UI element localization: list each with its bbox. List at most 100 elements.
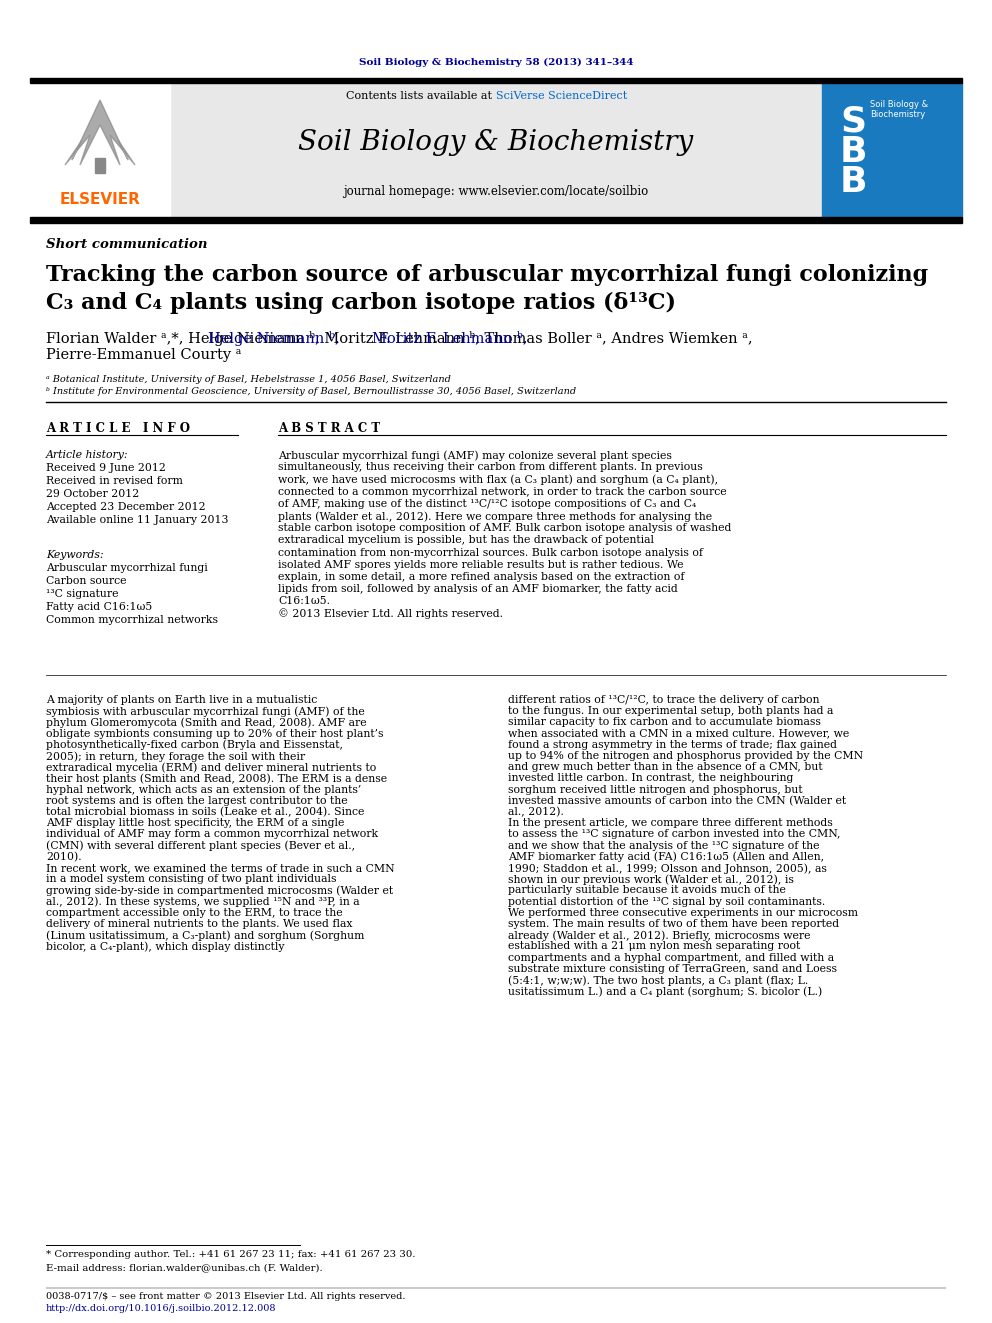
- Text: S: S: [840, 105, 866, 139]
- Text: up to 94% of the nitrogen and phosphorus provided by the CMN: up to 94% of the nitrogen and phosphorus…: [508, 751, 863, 761]
- Text: their host plants (Smith and Read, 2008). The ERM is a dense: their host plants (Smith and Read, 2008)…: [46, 774, 387, 785]
- Bar: [170, 83, 822, 217]
- Text: AMF biomarker fatty acid (FA) C16:1ω5 (Allen and Allen,: AMF biomarker fatty acid (FA) C16:1ω5 (A…: [508, 852, 824, 863]
- Text: stable carbon isotope composition of AMF. Bulk carbon isotope analysis of washed: stable carbon isotope composition of AMF…: [278, 523, 731, 533]
- Text: SciVerse ScienceDirect: SciVerse ScienceDirect: [496, 91, 627, 101]
- Text: Article history:: Article history:: [46, 450, 129, 460]
- Text: particularly suitable because it avoids much of the: particularly suitable because it avoids …: [508, 885, 786, 896]
- Text: to assess the ¹³C signature of carbon invested into the CMN,: to assess the ¹³C signature of carbon in…: [508, 830, 840, 839]
- Text: 0038-0717/$ – see front matter © 2013 Elsevier Ltd. All rights reserved.: 0038-0717/$ – see front matter © 2013 El…: [46, 1293, 406, 1301]
- Text: individual of AMF may form a common mycorrhizal network: individual of AMF may form a common myco…: [46, 830, 378, 839]
- Text: extraradical mycelia (ERM) and deliver mineral nutrients to: extraradical mycelia (ERM) and deliver m…: [46, 762, 376, 773]
- Text: invested little carbon. In contrast, the neighbouring: invested little carbon. In contrast, the…: [508, 774, 794, 783]
- Text: Contents lists available at: Contents lists available at: [346, 91, 496, 101]
- Text: * Corresponding author. Tel.: +41 61 267 23 11; fax: +41 61 267 23 30.: * Corresponding author. Tel.: +41 61 267…: [46, 1250, 416, 1259]
- Text: ELSEVIER: ELSEVIER: [60, 193, 141, 208]
- Text: Tracking the carbon source of arbuscular mycorrhizal fungi colonizing: Tracking the carbon source of arbuscular…: [46, 265, 929, 286]
- Text: Received 9 June 2012: Received 9 June 2012: [46, 463, 166, 474]
- Text: 29 October 2012: 29 October 2012: [46, 490, 139, 499]
- Text: established with a 21 μm nylon mesh separating root: established with a 21 μm nylon mesh sepa…: [508, 942, 801, 951]
- Text: 2010).: 2010).: [46, 852, 81, 863]
- Text: found a strong asymmetry in the terms of trade; flax gained: found a strong asymmetry in the terms of…: [508, 740, 837, 750]
- Text: In recent work, we examined the terms of trade in such a CMN: In recent work, we examined the terms of…: [46, 863, 395, 873]
- Text: root systems and is often the largest contributor to the: root systems and is often the largest co…: [46, 796, 347, 806]
- Text: symbiosis with arbuscular mycorrhizal fungi (AMF) of the: symbiosis with arbuscular mycorrhizal fu…: [46, 706, 365, 717]
- Text: ᵇ Institute for Environmental Geoscience, University of Basel, Bernoullistrasse : ᵇ Institute for Environmental Geoscience…: [46, 388, 576, 397]
- Text: already (Walder et al., 2012). Briefly, microcosms were: already (Walder et al., 2012). Briefly, …: [508, 930, 810, 941]
- Text: A R T I C L E   I N F O: A R T I C L E I N F O: [46, 422, 190, 434]
- Text: (Linum usitatissimum, a C₃-plant) and sorghum (Sorghum: (Linum usitatissimum, a C₃-plant) and so…: [46, 930, 364, 941]
- Text: similar capacity to fix carbon and to accumulate biomass: similar capacity to fix carbon and to ac…: [508, 717, 820, 728]
- Text: al., 2012). In these systems, we supplied ¹⁵N and ³³P, in a: al., 2012). In these systems, we supplie…: [46, 897, 360, 908]
- Text: Soil Biology & Biochemistry: Soil Biology & Biochemistry: [299, 130, 693, 156]
- Text: bicolor, a C₄-plant), which display distinctly: bicolor, a C₄-plant), which display dist…: [46, 942, 285, 953]
- Text: E-mail address: florian.walder@unibas.ch (F. Walder).: E-mail address: florian.walder@unibas.ch…: [46, 1263, 322, 1271]
- Text: usitatissimum L.) and a C₄ plant (sorghum; S. bicolor (L.): usitatissimum L.) and a C₄ plant (sorghu…: [508, 986, 822, 996]
- Text: potential distortion of the ¹³C signal by soil contaminants.: potential distortion of the ¹³C signal b…: [508, 897, 825, 906]
- Text: substrate mixture consisting of TerraGreen, sand and Loess: substrate mixture consisting of TerraGre…: [508, 963, 837, 974]
- Text: work, we have used microcosms with flax (a C₃ plant) and sorghum (a C₄ plant),: work, we have used microcosms with flax …: [278, 475, 718, 486]
- Text: Received in revised form: Received in revised form: [46, 476, 183, 486]
- Text: We performed three consecutive experiments in our microcosm: We performed three consecutive experimen…: [508, 908, 858, 918]
- Text: invested massive amounts of carbon into the CMN (Walder et: invested massive amounts of carbon into …: [508, 796, 846, 806]
- Bar: [95, 157, 105, 173]
- Text: ᵃ Botanical Institute, University of Basel, Hebelstrasse 1, 4056 Basel, Switzerl: ᵃ Botanical Institute, University of Bas…: [46, 376, 451, 385]
- Text: Arbuscular mycorrhizal fungi: Arbuscular mycorrhizal fungi: [46, 564, 207, 573]
- Text: 1990; Staddon et al., 1999; Olsson and Johnson, 2005), as: 1990; Staddon et al., 1999; Olsson and J…: [508, 863, 827, 873]
- Text: phylum Glomeromycota (Smith and Read, 2008). AMF are: phylum Glomeromycota (Smith and Read, 20…: [46, 717, 367, 728]
- Text: Accepted 23 December 2012: Accepted 23 December 2012: [46, 501, 205, 512]
- Text: Florian Walder ᵃ,*, Helge Niemann ᵇ, Moritz F. Lehmann ᵇ, Thomas Boller ᵃ, Andre: Florian Walder ᵃ,*, Helge Niemann ᵇ, Mor…: [46, 331, 753, 345]
- Text: total microbial biomass in soils (Leake et al., 2004). Since: total microbial biomass in soils (Leake …: [46, 807, 364, 818]
- Text: ¹³C signature: ¹³C signature: [46, 589, 118, 599]
- Text: © 2013 Elsevier Ltd. All rights reserved.: © 2013 Elsevier Ltd. All rights reserved…: [278, 609, 503, 619]
- Text: obligate symbionts consuming up to 20% of their host plant’s: obligate symbionts consuming up to 20% o…: [46, 729, 384, 738]
- Text: when associated with a CMN in a mixed culture. However, we: when associated with a CMN in a mixed cu…: [508, 729, 849, 738]
- Text: Common mycorrhizal networks: Common mycorrhizal networks: [46, 615, 218, 624]
- Text: Moritz F. Lehmann ᵇ,: Moritz F. Lehmann ᵇ,: [372, 331, 528, 345]
- Text: Fatty acid C16:1ω5: Fatty acid C16:1ω5: [46, 602, 152, 613]
- Text: explain, in some detail, a more refined analysis based on the extraction of: explain, in some detail, a more refined …: [278, 572, 684, 582]
- Text: compartment accessible only to the ERM, to trace the: compartment accessible only to the ERM, …: [46, 908, 342, 918]
- Text: Helge Niemann ᵇ,: Helge Niemann ᵇ,: [208, 331, 339, 345]
- Bar: [30, 83, 170, 217]
- Text: of AMF, making use of the distinct ¹³C/¹²C isotope compositions of C₃ and C₄: of AMF, making use of the distinct ¹³C/¹…: [278, 499, 696, 509]
- Text: AMF display little host specificity, the ERM of a single: AMF display little host specificity, the…: [46, 818, 344, 828]
- Text: Carbon source: Carbon source: [46, 576, 127, 586]
- Text: Soil Biology & Biochemistry 58 (2013) 341–344: Soil Biology & Biochemistry 58 (2013) 34…: [359, 57, 633, 66]
- Text: A majority of plants on Earth live in a mutualistic: A majority of plants on Earth live in a …: [46, 695, 317, 705]
- Text: lipids from soil, followed by analysis of an AMF biomarker, the fatty acid: lipids from soil, followed by analysis o…: [278, 585, 678, 594]
- Text: shown in our previous work (Walder et al., 2012), is: shown in our previous work (Walder et al…: [508, 875, 794, 885]
- Text: B: B: [840, 165, 867, 198]
- Bar: [822, 83, 962, 217]
- Text: A B S T R A C T: A B S T R A C T: [278, 422, 380, 434]
- Text: growing side-by-side in compartmented microcosms (Walder et: growing side-by-side in compartmented mi…: [46, 885, 393, 896]
- Text: B: B: [840, 135, 867, 169]
- Text: photosynthetically-fixed carbon (Bryla and Eissenstat,: photosynthetically-fixed carbon (Bryla a…: [46, 740, 343, 750]
- Text: (CMN) with several different plant species (Bever et al.,: (CMN) with several different plant speci…: [46, 840, 355, 851]
- Bar: [30, 217, 962, 224]
- Text: system. The main results of two of them have been reported: system. The main results of two of them …: [508, 919, 839, 929]
- Text: to the fungus. In our experimental setup, both plants had a: to the fungus. In our experimental setup…: [508, 706, 833, 716]
- Text: In the present article, we compare three different methods: In the present article, we compare three…: [508, 818, 832, 828]
- Text: and grew much better than in the absence of a CMN, but: and grew much better than in the absence…: [508, 762, 822, 773]
- Text: hyphal network, which acts as an extension of the plants’: hyphal network, which acts as an extensi…: [46, 785, 361, 795]
- Text: extraradical mycelium is possible, but has the drawback of potential: extraradical mycelium is possible, but h…: [278, 536, 654, 545]
- Text: http://dx.doi.org/10.1016/j.soilbio.2012.12.008: http://dx.doi.org/10.1016/j.soilbio.2012…: [46, 1304, 277, 1312]
- Text: Available online 11 January 2013: Available online 11 January 2013: [46, 515, 228, 525]
- Text: Pierre-Emmanuel Courty ᵃ: Pierre-Emmanuel Courty ᵃ: [46, 348, 241, 363]
- Text: different ratios of ¹³C/¹²C, to trace the delivery of carbon: different ratios of ¹³C/¹²C, to trace th…: [508, 695, 819, 705]
- Text: compartments and a hyphal compartment, and filled with a: compartments and a hyphal compartment, a…: [508, 953, 834, 963]
- Text: sorghum received little nitrogen and phosphorus, but: sorghum received little nitrogen and pho…: [508, 785, 803, 795]
- Text: and we show that the analysis of the ¹³C signature of the: and we show that the analysis of the ¹³C…: [508, 840, 819, 851]
- Text: (5:4:1, w;w;w). The two host plants, a C₃ plant (flax; L.: (5:4:1, w;w;w). The two host plants, a C…: [508, 975, 808, 986]
- Text: simultaneously, thus receiving their carbon from different plants. In previous: simultaneously, thus receiving their car…: [278, 462, 702, 472]
- Text: delivery of mineral nutrients to the plants. We used flax: delivery of mineral nutrients to the pla…: [46, 919, 352, 929]
- Text: isolated AMF spores yields more reliable results but is rather tedious. We: isolated AMF spores yields more reliable…: [278, 560, 683, 570]
- Text: 2005); in return, they forage the soil with their: 2005); in return, they forage the soil w…: [46, 751, 306, 762]
- Text: Arbuscular mycorrhizal fungi (AMF) may colonize several plant species: Arbuscular mycorrhizal fungi (AMF) may c…: [278, 450, 672, 460]
- Text: Keywords:: Keywords:: [46, 550, 103, 560]
- Text: al., 2012).: al., 2012).: [508, 807, 563, 818]
- Text: C₃ and C₄ plants using carbon isotope ratios (δ¹³C): C₃ and C₄ plants using carbon isotope ra…: [46, 292, 676, 314]
- Polygon shape: [65, 101, 135, 165]
- Text: connected to a common mycorrhizal network, in order to track the carbon source: connected to a common mycorrhizal networ…: [278, 487, 726, 496]
